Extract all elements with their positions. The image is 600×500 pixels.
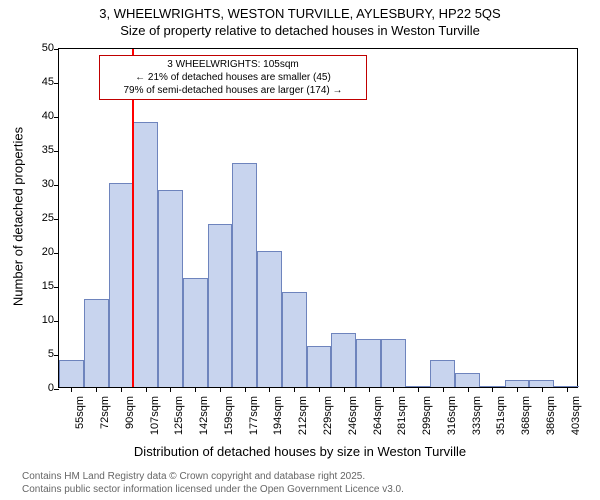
y-tick-label: 25 (24, 212, 54, 224)
x-tick-label: 246sqm (347, 396, 359, 456)
y-tick-label: 20 (24, 246, 54, 258)
x-tick-label: 142sqm (198, 396, 210, 456)
x-tick-mark (393, 387, 394, 392)
y-tick-mark (54, 185, 59, 186)
y-tick-label: 0 (24, 382, 54, 394)
x-tick-mark (269, 387, 270, 392)
x-tick-label: 55sqm (74, 396, 86, 456)
bar (505, 380, 530, 387)
x-tick-mark (121, 387, 122, 392)
bar (307, 346, 332, 387)
annotation-line-2: ← 21% of detached houses are smaller (45… (104, 71, 362, 84)
y-tick-mark (54, 321, 59, 322)
x-tick-mark (146, 387, 147, 392)
y-tick-label: 40 (24, 110, 54, 122)
x-tick-mark (195, 387, 196, 392)
bar (257, 251, 282, 387)
y-tick-label: 10 (24, 314, 54, 326)
bar (208, 224, 233, 387)
y-tick-label: 15 (24, 280, 54, 292)
x-tick-label: 333sqm (471, 396, 483, 456)
y-tick-label: 35 (24, 144, 54, 156)
x-tick-label: 403sqm (570, 396, 582, 456)
x-tick-label: 351sqm (495, 396, 507, 456)
disclaimer-line-1: Contains HM Land Registry data © Crown c… (22, 470, 404, 483)
bar (455, 373, 480, 387)
y-tick-label: 30 (24, 178, 54, 190)
x-tick-label: 72sqm (99, 396, 111, 456)
bar (84, 299, 109, 387)
y-tick-label: 45 (24, 76, 54, 88)
x-tick-mark (492, 387, 493, 392)
y-tick-mark (54, 389, 59, 390)
y-tick-label: 5 (24, 348, 54, 360)
y-tick-mark (54, 151, 59, 152)
x-tick-label: 264sqm (372, 396, 384, 456)
x-tick-mark (517, 387, 518, 392)
chart-container: 3, WHEELWRIGHTS, WESTON TURVILLE, AYLESB… (0, 0, 600, 500)
x-tick-mark (567, 387, 568, 392)
x-tick-mark (294, 387, 295, 392)
x-tick-label: 125sqm (173, 396, 185, 456)
bar (282, 292, 307, 387)
bar (133, 122, 158, 387)
x-tick-label: 386sqm (545, 396, 557, 456)
y-tick-mark (54, 117, 59, 118)
bar (59, 360, 84, 387)
disclaimer: Contains HM Land Registry data © Crown c… (0, 470, 404, 496)
x-tick-label: 212sqm (297, 396, 309, 456)
annotation-box: 3 WHEELWRIGHTS: 105sqm ← 21% of detached… (99, 55, 367, 100)
y-tick-mark (54, 253, 59, 254)
bar (331, 333, 356, 387)
y-tick-mark (54, 49, 59, 50)
x-tick-label: 299sqm (421, 396, 433, 456)
title-block: 3, WHEELWRIGHTS, WESTON TURVILLE, AYLESB… (0, 0, 600, 40)
bar (109, 183, 134, 387)
x-tick-label: 107sqm (149, 396, 161, 456)
bar (430, 360, 455, 387)
x-tick-label: 229sqm (322, 396, 334, 456)
x-tick-label: 194sqm (272, 396, 284, 456)
bar (183, 278, 208, 387)
x-tick-mark (220, 387, 221, 392)
x-tick-mark (319, 387, 320, 392)
y-tick-label: 50 (24, 42, 54, 54)
disclaimer-line-2: Contains public sector information licen… (22, 483, 404, 496)
x-tick-mark (443, 387, 444, 392)
y-tick-mark (54, 287, 59, 288)
bar (381, 339, 406, 387)
x-tick-mark (170, 387, 171, 392)
x-tick-mark (245, 387, 246, 392)
x-tick-label: 368sqm (520, 396, 532, 456)
x-tick-label: 316sqm (446, 396, 458, 456)
x-tick-label: 159sqm (223, 396, 235, 456)
title-line-1: 3, WHEELWRIGHTS, WESTON TURVILLE, AYLESB… (0, 6, 600, 23)
x-tick-mark (369, 387, 370, 392)
bar (232, 163, 257, 387)
y-tick-mark (54, 355, 59, 356)
annotation-line-3: 79% of semi-detached houses are larger (… (104, 84, 362, 97)
bar (158, 190, 183, 387)
y-tick-mark (54, 83, 59, 84)
x-tick-label: 281sqm (396, 396, 408, 456)
x-tick-mark (96, 387, 97, 392)
x-tick-mark (468, 387, 469, 392)
annotation-line-1: 3 WHEELWRIGHTS: 105sqm (104, 58, 362, 71)
bar (529, 380, 554, 387)
x-tick-mark (542, 387, 543, 392)
plot-area: 3 WHEELWRIGHTS: 105sqm ← 21% of detached… (58, 48, 578, 388)
x-tick-mark (71, 387, 72, 392)
x-tick-label: 177sqm (248, 396, 260, 456)
y-tick-mark (54, 219, 59, 220)
bar (356, 339, 381, 387)
x-tick-mark (344, 387, 345, 392)
x-tick-label: 90sqm (124, 396, 136, 456)
x-tick-mark (418, 387, 419, 392)
title-line-2: Size of property relative to detached ho… (0, 23, 600, 40)
